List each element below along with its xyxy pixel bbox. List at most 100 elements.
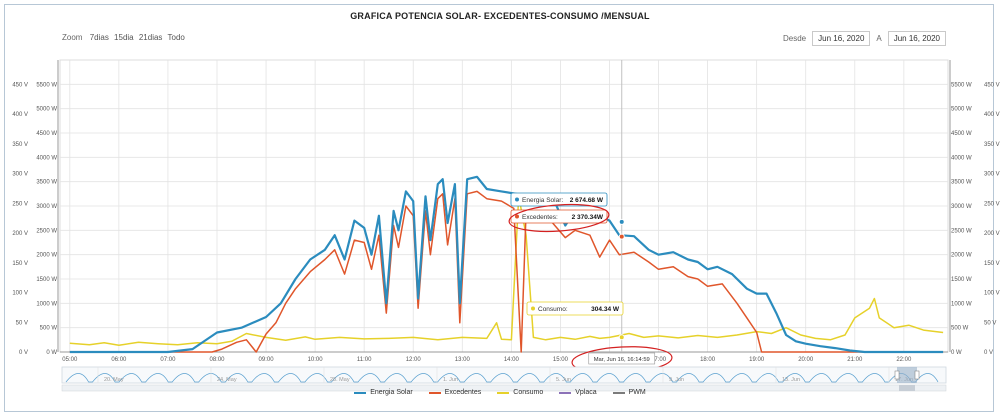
navigator-handle-right[interactable] bbox=[914, 370, 920, 380]
y-tick-power-right: 5500 W bbox=[951, 82, 972, 88]
x-tick-label: 07:00 bbox=[160, 357, 176, 363]
tooltip-value: 304.34 W bbox=[591, 306, 620, 313]
y-tick-volt-left: 350 V bbox=[12, 142, 28, 148]
y-tick-power-left: 4500 W bbox=[36, 131, 57, 137]
y-tick-power-left: 2000 W bbox=[36, 253, 57, 259]
y-tick-volt-left: 250 V bbox=[12, 201, 28, 207]
tooltip-marker bbox=[515, 214, 519, 219]
chart-frame bbox=[4, 4, 994, 412]
y-tick-power-right: 500 W bbox=[951, 326, 969, 332]
x-tick-label: 19:00 bbox=[749, 357, 765, 363]
y-tick-volt-right: 50 V bbox=[984, 320, 996, 326]
y-tick-volt-right: 300 V bbox=[984, 172, 1000, 178]
y-tick-power-right: 3500 W bbox=[951, 180, 972, 186]
y-tick-volt-left: 300 V bbox=[12, 172, 28, 178]
navigator-window[interactable] bbox=[897, 367, 917, 383]
tooltip-value: 2 370.34W bbox=[572, 214, 604, 221]
y-tick-volt-right: 150 V bbox=[984, 261, 1000, 267]
x-tick-label: 20:00 bbox=[798, 357, 814, 363]
tooltip-marker bbox=[515, 197, 519, 202]
tooltip-label: Excedentes: bbox=[522, 214, 558, 221]
point-consumo bbox=[618, 334, 625, 341]
zoom-15dia-button[interactable]: 15dia bbox=[114, 33, 134, 42]
from-date-input[interactable]: Jun 16, 2020 bbox=[812, 31, 871, 46]
point-excedentes bbox=[618, 233, 625, 240]
y-tick-volt-left: 450 V bbox=[12, 82, 28, 88]
y-tick-volt-right: 350 V bbox=[984, 142, 1000, 148]
legend-item-pwm[interactable]: PWM bbox=[612, 389, 646, 396]
y-tick-power-right: 3000 W bbox=[951, 204, 972, 210]
legend-item-excedentes[interactable]: Excedentes bbox=[428, 389, 481, 396]
y-tick-power-left: 0 W bbox=[46, 350, 57, 356]
x-tick-label: 13:00 bbox=[455, 357, 471, 363]
navigator-label: 24. May bbox=[217, 377, 237, 383]
legend-item-vplaca[interactable]: Vplaca bbox=[559, 389, 597, 396]
navigator-label: 13. Jun bbox=[782, 377, 800, 383]
y-tick-power-left: 3500 W bbox=[36, 180, 57, 186]
y-tick-volt-left: 0 V bbox=[19, 350, 28, 356]
y-tick-power-right: 1500 W bbox=[951, 277, 972, 283]
y-tick-volt-left: 50 V bbox=[16, 320, 28, 326]
y-tick-power-left: 5500 W bbox=[36, 82, 57, 88]
zoom-controls: Zoom 7dias 15dia 21dias Todo bbox=[62, 33, 188, 42]
y-tick-power-left: 1500 W bbox=[36, 277, 57, 283]
series-line-solar bbox=[69, 175, 944, 354]
x-tick-label: 18:00 bbox=[700, 357, 716, 363]
y-tick-power-left: 5000 W bbox=[36, 107, 57, 113]
y-tick-volt-left: 150 V bbox=[12, 261, 28, 267]
tooltip-box bbox=[526, 301, 624, 316]
y-tick-volt-right: 450 V bbox=[984, 82, 1000, 88]
navigator-series bbox=[65, 373, 939, 383]
y-tick-power-right: 5000 W bbox=[951, 107, 972, 113]
to-date-input[interactable]: Jun 16, 2020 bbox=[887, 31, 946, 46]
y-tick-power-left: 4000 W bbox=[36, 155, 57, 161]
y-tick-volt-left: 200 V bbox=[12, 231, 28, 237]
navigator-handle-left[interactable] bbox=[894, 370, 900, 380]
x-tick-label: 11:00 bbox=[357, 357, 372, 363]
x-tick-label: 05:00 bbox=[62, 357, 78, 363]
y-tick-power-left: 2500 W bbox=[36, 228, 57, 234]
date-range: Desde Jun 16, 2020 A Jun 16, 2020 bbox=[783, 31, 946, 46]
y-tick-volt-right: 0 V bbox=[984, 350, 993, 356]
y-tick-volt-right: 200 V bbox=[984, 231, 1000, 237]
legend-item-energia-solar[interactable]: Energia Solar bbox=[354, 389, 413, 396]
y-tick-volt-left: 100 V bbox=[12, 291, 28, 297]
y-tick-volt-right: 250 V bbox=[984, 201, 1000, 207]
x-tick-label: 22:00 bbox=[896, 357, 912, 363]
x-tick-label: 06:00 bbox=[111, 357, 127, 363]
zoom-todo-button[interactable]: Todo bbox=[167, 33, 185, 42]
x-tick-label: 10:00 bbox=[308, 357, 324, 363]
zoom-7dias-button[interactable]: 7dias bbox=[89, 33, 109, 42]
y-tick-volt-left: 400 V bbox=[12, 112, 28, 118]
tooltip-value: 2 674.68 W bbox=[570, 197, 604, 204]
crosshair-date-box bbox=[588, 352, 656, 365]
y-tick-power-left: 500 W bbox=[40, 326, 58, 332]
x-tick-label: 09:00 bbox=[259, 357, 275, 363]
navigator bbox=[61, 366, 947, 384]
tooltip-label: Energia Solar: bbox=[522, 197, 563, 204]
to-label: A bbox=[876, 34, 882, 43]
navigator-label: 20. May bbox=[104, 377, 124, 383]
from-label: Desde bbox=[783, 34, 807, 43]
y-tick-power-right: 0 W bbox=[951, 350, 962, 356]
zoom-21dias-button[interactable]: 21dias bbox=[138, 33, 163, 42]
point-energia-solar bbox=[618, 218, 625, 225]
y-tick-power-right: 4000 W bbox=[951, 155, 972, 161]
x-tick-label: 21:00 bbox=[847, 357, 863, 363]
crosshair-date-label: Mar, Jun 16, 16:14:59 bbox=[588, 352, 656, 365]
y-tick-power-right: 4500 W bbox=[951, 131, 972, 137]
tooltip-box bbox=[510, 192, 608, 207]
tooltip-energia-solar: Energia Solar: 2 674.68 W bbox=[510, 192, 608, 207]
tooltip-excedentes: Excedentes: 2 370.34W bbox=[510, 209, 608, 224]
legend: Energia Solar Excedentes Consumo Vplaca … bbox=[0, 389, 1000, 396]
annotation-ellipse-excedentes bbox=[508, 203, 610, 233]
crosshair-date-text: Mar, Jun 16, 16:14:59 bbox=[594, 357, 650, 363]
scrollbar-thumb[interactable] bbox=[899, 385, 915, 391]
zoom-label: Zoom bbox=[62, 33, 83, 42]
legend-item-consumo[interactable]: Consumo bbox=[497, 389, 543, 396]
scrollbar-track[interactable] bbox=[61, 384, 947, 392]
x-tick-label: 08:00 bbox=[209, 357, 225, 363]
y-tick-volt-right: 100 V bbox=[984, 291, 1000, 297]
tooltip-box bbox=[510, 209, 608, 224]
